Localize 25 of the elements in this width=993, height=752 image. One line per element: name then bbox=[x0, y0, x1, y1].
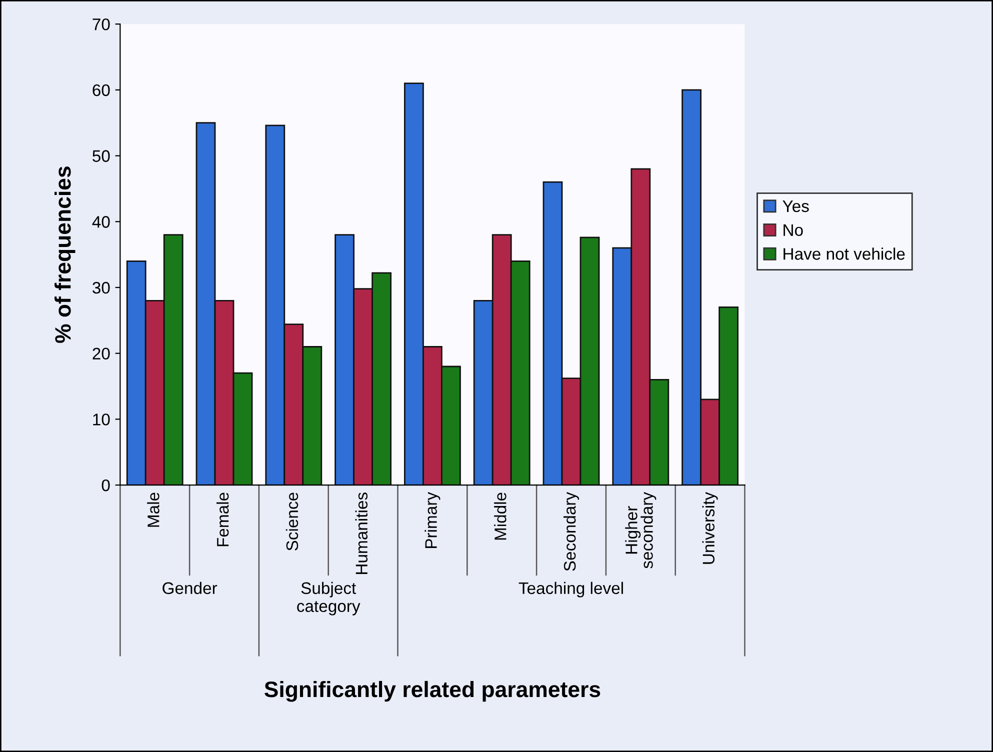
legend-label: No bbox=[784, 224, 803, 236]
x-tick-label: Secondary bbox=[563, 492, 580, 571]
text: Teaching level bbox=[518, 582, 623, 598]
x-tick-label: Middle bbox=[494, 492, 506, 540]
y-tick-label: 20 bbox=[92, 348, 110, 360]
x-tick-label: Humanities bbox=[355, 492, 368, 574]
legend-label: Have not vehicle bbox=[784, 248, 905, 260]
y-tick-label: 40 bbox=[92, 216, 110, 228]
y-tick-label: 10 bbox=[93, 414, 110, 426]
text: Subject category bbox=[297, 582, 360, 616]
y-tick-label: 0 bbox=[102, 479, 110, 492]
y-tick-label: 60 bbox=[92, 84, 110, 96]
y-tick-label: 50 bbox=[92, 150, 110, 162]
legend-label: Yes bbox=[782, 200, 809, 212]
x-tick-label: Higher secondary bbox=[625, 492, 656, 568]
x-axis-title: Significantly related parameters bbox=[264, 680, 600, 702]
y-tick-label: 30 bbox=[92, 282, 110, 294]
x-tick-label: Male bbox=[147, 492, 160, 527]
x-tick-label: University bbox=[702, 492, 718, 564]
y-tick-label: 70 bbox=[92, 18, 110, 30]
x-tick-label: Female bbox=[216, 492, 229, 546]
text: Gender bbox=[162, 582, 218, 594]
y-axis-title: % of frequencies bbox=[54, 166, 76, 343]
x-tick-label: Science bbox=[286, 492, 298, 550]
x-tick-label: Primary bbox=[424, 492, 440, 548]
